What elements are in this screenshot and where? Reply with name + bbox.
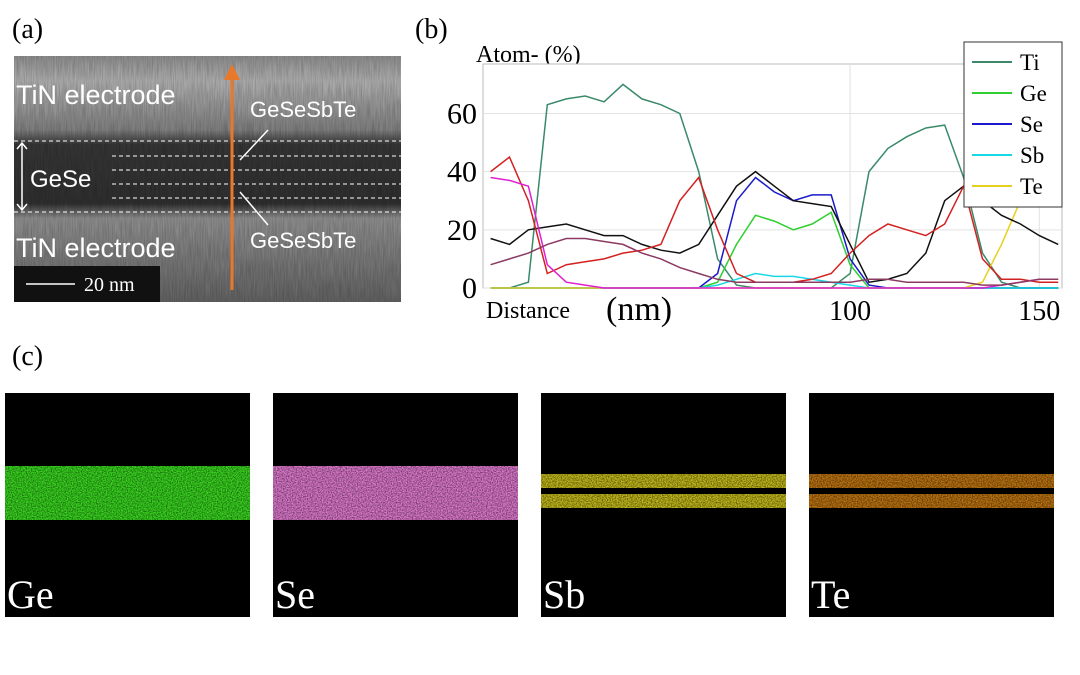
tem-label: GeSeSbTe [250, 97, 356, 122]
scan-arrow-head [224, 64, 240, 80]
annotation-arrows [16, 129, 269, 226]
tem-label: GeSe [30, 166, 91, 193]
x-tick-label: 150 [1018, 296, 1060, 327]
data-line [490, 237, 1059, 286]
map-label: Ge [7, 572, 54, 617]
scale-bar-label: 20 nm [84, 274, 135, 296]
map-texture [273, 460, 518, 526]
y-tick-label: 20 [447, 214, 477, 247]
map-label: Te [811, 572, 850, 617]
tem-label: TiN electrode [16, 80, 176, 110]
x-axis-unit: (nm) [606, 291, 672, 328]
panel-label: (b) [415, 14, 448, 45]
tem-labels: TiN electrode GeSeSbTe GeSe GeSeSbTe TiN… [16, 80, 356, 263]
panel-c: (c) Ge Se Sb Te [5, 341, 1054, 617]
panel-a: (a) TiN electrode GeSeSbTe GeSe GeSeSbTe… [12, 14, 401, 302]
legend-label: Se [1020, 112, 1043, 137]
map-texture [5, 460, 250, 526]
panel-label: (a) [12, 14, 43, 45]
tem-texture [14, 56, 401, 302]
layer-boundaries [14, 140, 401, 213]
tem-label: TiN electrode [16, 233, 176, 263]
map-texture [541, 460, 786, 526]
y-tick-label: 40 [447, 156, 477, 189]
x-axis-label: Distance [486, 298, 570, 324]
x-tick-label: 100 [829, 296, 871, 327]
data-line [490, 176, 1059, 289]
legend-label: Ge [1020, 81, 1047, 106]
legend-label: Te [1020, 174, 1043, 199]
map-label: Sb [543, 572, 585, 617]
y-tick-label: 0 [462, 272, 477, 305]
legend-label: Ti [1020, 50, 1040, 75]
panel-label: (c) [12, 341, 43, 372]
map-texture [809, 460, 1054, 526]
y-tick-label: 60 [447, 97, 477, 130]
tem-label: GeSeSbTe [250, 228, 356, 253]
map-label: Se [275, 572, 315, 617]
legend-label: Sb [1020, 143, 1044, 168]
